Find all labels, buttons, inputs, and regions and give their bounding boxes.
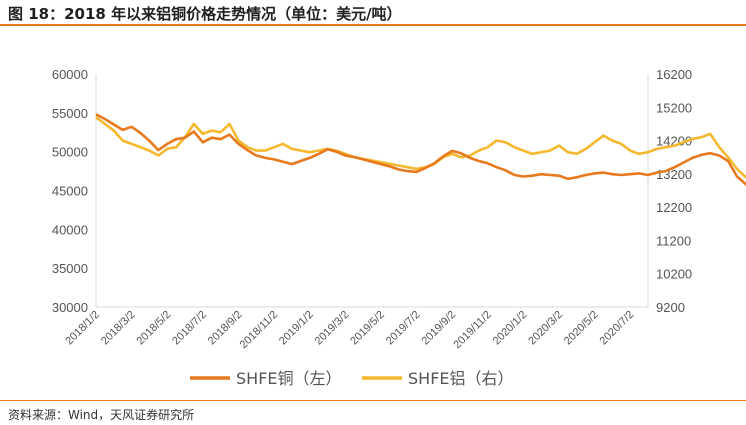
x-tick-label: 2018/11/2 [238,309,281,352]
series-layer [95,113,746,186]
legend-item-copper: SHFE铜（左） [236,369,342,388]
x-tick-label: 2019/3/2 [313,309,352,348]
left-y-tick-label: 45000 [52,184,88,199]
left-y-tick-label: 60000 [52,67,88,82]
x-tick-label: 2020/7/2 [598,309,637,348]
series-line-aluminum [95,116,746,179]
figure-title: 图 18：2018 年以来铝铜价格走势情况（单位：美元/吨） [8,5,402,23]
right-y-tick-label: 13200 [656,167,692,182]
x-tick-label: 2020/3/2 [526,309,565,348]
x-tick-label: 2020/1/2 [491,309,530,348]
line-chart: 30000 35000 40000 45000 50000 55000 60000 9200… [52,67,746,388]
right-y-tick-label: 11200 [656,233,691,248]
left-y-tick-label: 50000 [52,145,88,160]
left-y-tick-label: 40000 [52,222,88,237]
left-y-tick-label: 55000 [52,106,88,121]
x-tick-label: 2018/3/2 [99,309,138,348]
right-y-axis: 9200 10200 11200 12200 13200 14200 15200 16200 [656,67,692,315]
right-y-tick-label: 12200 [656,200,692,215]
source-note: 资料来源：Wind，天风证券研究所 [8,408,195,422]
x-tick-label: 2020/5/2 [562,309,601,348]
footer-divider [0,400,746,401]
left-y-tick-label: 30000 [52,300,88,315]
series-line-copper [95,113,746,186]
right-y-tick-label: 15200 [656,100,692,115]
x-axis: 2018/1/22018/3/22018/5/22018/7/22018/9/2… [63,309,636,352]
right-y-tick-label: 9200 [656,300,685,315]
title-divider [0,24,746,26]
legend-item-aluminum: SHFE铝（右） [408,369,514,388]
x-tick-label: 2019/11/2 [451,309,494,352]
x-tick-label: 2019/5/2 [348,309,387,348]
right-y-tick-label: 10200 [656,267,692,282]
chart-legend: SHFE铜（左） SHFE铝（右） [190,369,514,388]
x-tick-label: 2019/7/2 [384,309,423,348]
right-y-tick-label: 16200 [656,67,692,82]
x-tick-label: 2018/7/2 [170,309,209,348]
left-y-tick-label: 35000 [52,261,88,276]
x-tick-label: 2019/1/2 [277,309,316,348]
left-y-axis: 30000 35000 40000 45000 50000 55000 60000 [52,67,88,315]
right-y-tick-label: 14200 [656,134,692,149]
plot-area-border [95,74,649,308]
x-tick-label: 2018/5/2 [135,309,174,348]
